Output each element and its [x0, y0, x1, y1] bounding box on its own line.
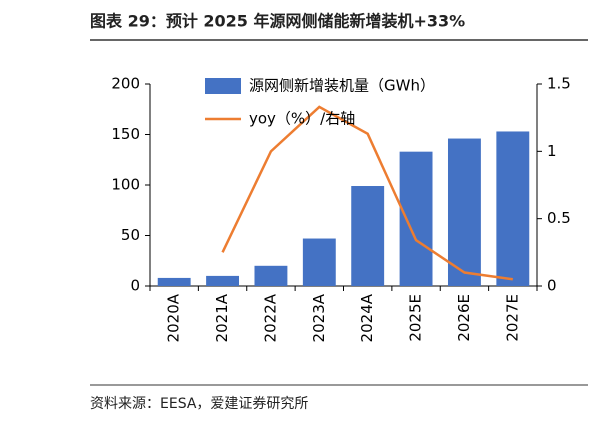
bar [206, 275, 240, 286]
y2-tick-label: 0 [547, 277, 557, 295]
x-tick-label: 2022A [261, 293, 279, 342]
bar [496, 131, 530, 286]
source-note: 资料来源：EESA，爱建证券研究所 [90, 396, 308, 412]
legend-swatch [205, 78, 241, 94]
bar [254, 265, 288, 286]
y-tick-label: 100 [111, 176, 140, 194]
x-tick-label: 2024A [358, 293, 376, 342]
x-tick-label: 2023A [310, 293, 328, 342]
bar [302, 238, 336, 286]
x-tick-label: 2025E [407, 294, 425, 342]
bar [399, 151, 433, 286]
x-tick-label: 2020A [165, 293, 183, 342]
legend-label: yoy（%）/右轴 [249, 110, 355, 128]
y2-tick-label: 1.5 [547, 75, 571, 93]
bar [447, 138, 481, 286]
y-tick-label: 200 [111, 75, 140, 93]
line-series [221, 105, 513, 281]
y-tick-label: 50 [121, 226, 140, 244]
y-tick-label: 150 [111, 125, 140, 143]
x-tick-label: 2027E [503, 294, 521, 342]
chart-title: 图表 29：预计 2025 年源网侧储能新增装机+33% [90, 12, 465, 31]
y2-tick-label: 1 [547, 142, 557, 160]
legend-label: 源网侧新增装机量（GWh） [249, 77, 435, 95]
x-tick-label: 2026E [455, 294, 473, 342]
y2-tick-label: 0.5 [547, 209, 571, 227]
y-tick-label: 0 [130, 277, 140, 295]
bar [157, 277, 191, 286]
x-tick-label: 2021A [213, 293, 231, 342]
bar [351, 186, 385, 286]
